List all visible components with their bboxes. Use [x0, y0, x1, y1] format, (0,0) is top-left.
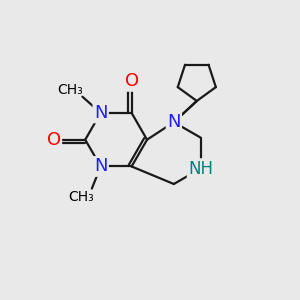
Text: O: O	[46, 131, 61, 149]
Text: NH: NH	[188, 160, 213, 178]
Text: N: N	[94, 104, 107, 122]
Text: N: N	[167, 113, 181, 131]
Text: CH₃: CH₃	[68, 190, 94, 204]
Text: N: N	[94, 158, 107, 175]
Text: O: O	[124, 72, 139, 90]
Text: CH₃: CH₃	[57, 83, 83, 97]
